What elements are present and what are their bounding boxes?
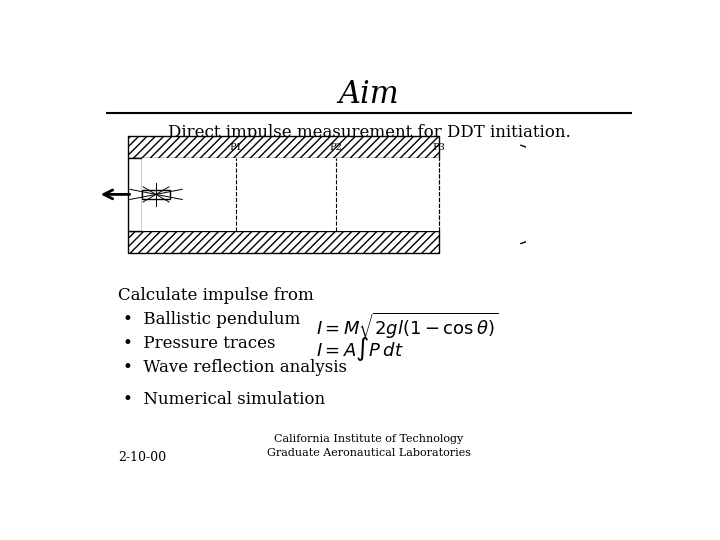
Text: P1: P1 xyxy=(230,143,243,152)
Text: •  Pressure traces: • Pressure traces xyxy=(124,335,276,352)
Bar xyxy=(128,136,439,158)
Text: 2-10-00: 2-10-00 xyxy=(118,451,166,464)
Text: •  Wave reflection analysis: • Wave reflection analysis xyxy=(124,359,348,376)
Text: $I = M\sqrt{2gl(1-\cos\theta)}$: $I = M\sqrt{2gl(1-\cos\theta)}$ xyxy=(316,311,498,341)
Text: Direct impulse measurement for DDT initiation.: Direct impulse measurement for DDT initi… xyxy=(168,124,570,141)
Text: •  Numerical simulation: • Numerical simulation xyxy=(124,391,325,408)
Bar xyxy=(142,158,439,231)
Text: $I = A\int P\,dt$: $I = A\int P\,dt$ xyxy=(316,335,404,363)
Text: •  Ballistic pendulum: • Ballistic pendulum xyxy=(124,311,301,328)
Text: P2: P2 xyxy=(329,143,342,152)
Bar xyxy=(142,190,170,199)
Text: P3: P3 xyxy=(433,143,446,152)
Text: Aim: Aim xyxy=(338,79,400,110)
Bar xyxy=(128,158,142,231)
Text: California Institute of Technology
Graduate Aeronautical Laboratories: California Institute of Technology Gradu… xyxy=(267,434,471,458)
Text: Calculate impulse from: Calculate impulse from xyxy=(118,287,314,304)
Bar xyxy=(128,231,439,253)
